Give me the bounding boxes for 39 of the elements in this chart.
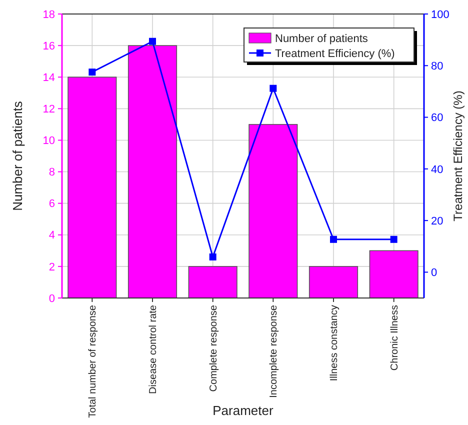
y-tick-label: 6: [48, 198, 55, 210]
x-tick-label: Total number of response: [88, 304, 99, 418]
y2-axis-title: Treatment Efficiency (%): [451, 90, 465, 222]
point: [390, 236, 398, 243]
y-axis-title: Number of patients: [10, 100, 25, 211]
y-tick-label: 14: [42, 72, 55, 84]
y-tick-label: 2: [48, 261, 55, 274]
point: [330, 236, 337, 243]
y-tick-label: 12: [42, 104, 55, 116]
y2-tick-label: 20: [431, 215, 444, 228]
point: [149, 38, 156, 45]
y-tick-label: 8: [48, 166, 55, 179]
bar: [128, 45, 178, 298]
bar: [188, 266, 238, 298]
point: [270, 84, 277, 92]
x-tick-label: Complete response: [208, 304, 220, 392]
y-tick-label: 4: [48, 230, 55, 242]
y2-tick-label: 0: [431, 267, 438, 280]
bar: [308, 266, 358, 298]
legend-label: Number of patients: [275, 32, 368, 45]
x-tick-label: Chronic Illness: [389, 305, 400, 371]
y-tick-label: 18: [42, 8, 55, 21]
y2-tick-label: 60: [431, 112, 444, 124]
point: [209, 253, 216, 260]
x-axis-title: Parameter: [212, 403, 274, 418]
bar: [248, 124, 298, 298]
x-tick-label: Incomplete response: [268, 304, 280, 398]
y-tick-label: 10: [42, 135, 55, 148]
point: [88, 68, 96, 76]
bar: [68, 76, 117, 298]
y2-tick-label: 40: [431, 164, 444, 176]
bar: [369, 250, 418, 298]
legend-label: Treatment Efficiency (%): [275, 48, 395, 60]
y2-tick-label: 80: [431, 60, 444, 72]
y2-tick-label: 100: [431, 8, 450, 21]
x-tick-label: Disease control rate: [148, 304, 159, 394]
y-tick-label: 0: [48, 292, 55, 305]
y-tick-label: 16: [42, 40, 55, 52]
x-tick-label: Illness constancy: [329, 305, 340, 382]
